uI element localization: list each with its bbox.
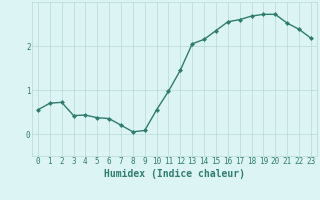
X-axis label: Humidex (Indice chaleur): Humidex (Indice chaleur) bbox=[104, 169, 245, 179]
